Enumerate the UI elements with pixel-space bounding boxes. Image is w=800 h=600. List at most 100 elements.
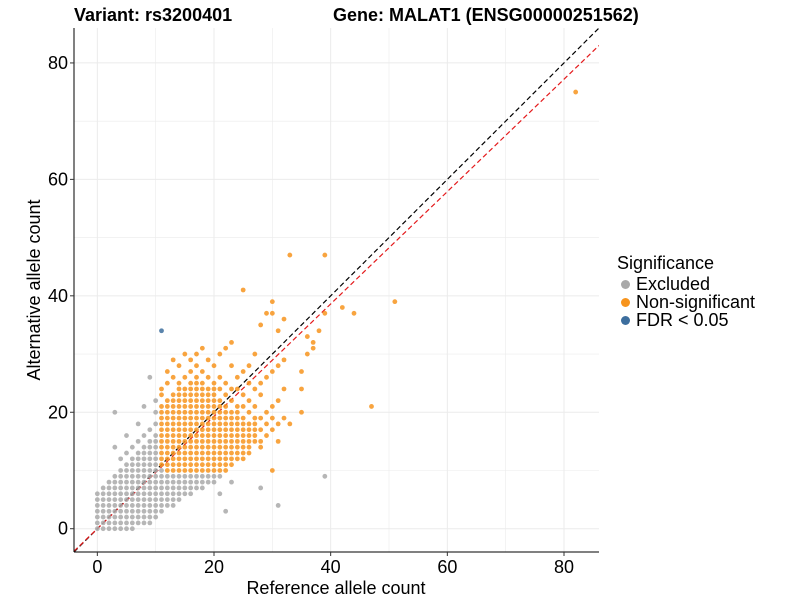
data-point [164, 468, 170, 473]
data-point [223, 404, 229, 409]
data-point [264, 433, 269, 438]
data-point [153, 462, 159, 468]
data-point [176, 433, 182, 438]
data-point [182, 456, 188, 462]
data-point [194, 398, 199, 404]
data-point [170, 398, 176, 404]
data-point [176, 363, 182, 369]
data-point [141, 433, 147, 438]
data-point [129, 491, 135, 497]
data-point [118, 514, 124, 520]
data-point [153, 398, 159, 404]
data-point [223, 433, 229, 438]
data-point [258, 392, 264, 398]
data-point [182, 438, 188, 444]
data-point [211, 386, 217, 392]
data-point [170, 404, 176, 409]
data-point [147, 427, 153, 433]
data-point [182, 485, 188, 491]
data-point [252, 427, 258, 433]
data-point [223, 456, 229, 462]
data-point [129, 456, 135, 462]
data-point [147, 503, 153, 508]
data-point [170, 392, 176, 398]
data-point [199, 485, 205, 491]
data-point [176, 473, 182, 479]
data-point [240, 450, 246, 456]
data-point [194, 438, 199, 444]
data-point [141, 473, 147, 479]
data-point [153, 497, 159, 502]
data-point [170, 444, 176, 450]
series-excluded [94, 374, 328, 532]
data-point [129, 444, 135, 450]
data-point [211, 433, 217, 438]
legend-label-fdr: FDR < 0.05 [636, 309, 729, 330]
data-point [188, 433, 194, 438]
data-point [176, 421, 182, 427]
data-point [129, 520, 135, 526]
legend: Significance Excluded Non-significant FD… [617, 253, 755, 330]
data-point [229, 438, 234, 444]
data-point [205, 421, 211, 427]
data-point [188, 438, 194, 444]
data-point [211, 438, 217, 444]
data-point [281, 415, 287, 421]
data-point [199, 468, 205, 473]
data-point [176, 438, 182, 444]
data-point [94, 497, 100, 502]
data-point [287, 252, 293, 258]
data-point [164, 369, 170, 374]
x-tick-label: 80 [554, 557, 574, 577]
data-point [100, 485, 106, 491]
data-point [269, 415, 275, 421]
data-point [182, 491, 188, 497]
data-point [135, 485, 141, 491]
data-point [269, 299, 275, 305]
data-point [281, 357, 287, 363]
data-point [188, 473, 194, 479]
data-point [211, 415, 217, 421]
data-point [182, 386, 188, 392]
data-point [182, 374, 188, 380]
data-point [129, 485, 135, 491]
data-point [234, 386, 240, 392]
data-point [141, 491, 147, 497]
data-point [194, 444, 199, 450]
data-point [205, 438, 211, 444]
data-point [176, 462, 182, 468]
data-point [106, 485, 112, 491]
data-point [223, 380, 229, 386]
data-point [135, 491, 141, 497]
data-point [258, 415, 264, 421]
data-point [275, 363, 281, 369]
data-point [141, 485, 147, 491]
data-point [147, 444, 153, 450]
data-point [170, 497, 176, 502]
data-point [141, 514, 147, 520]
data-point [129, 479, 135, 485]
data-point [129, 508, 135, 514]
data-point [112, 479, 118, 485]
data-point [94, 520, 100, 526]
series-fdr-0-05 [159, 328, 164, 334]
data-point [188, 456, 194, 462]
data-point [229, 444, 234, 450]
data-point [147, 456, 153, 462]
y-tick-label: 80 [48, 53, 68, 73]
data-point [205, 479, 211, 485]
data-point [234, 438, 240, 444]
data-point [229, 462, 234, 468]
data-point [194, 351, 199, 357]
data-point [159, 404, 164, 409]
data-point [199, 404, 205, 409]
data-point [240, 444, 246, 450]
data-point [188, 380, 194, 386]
data-point [199, 392, 205, 398]
data-point [129, 462, 135, 468]
data-point [205, 357, 211, 363]
data-point [164, 450, 170, 456]
data-point [194, 473, 199, 479]
data-point [135, 479, 141, 485]
data-point [159, 473, 164, 479]
